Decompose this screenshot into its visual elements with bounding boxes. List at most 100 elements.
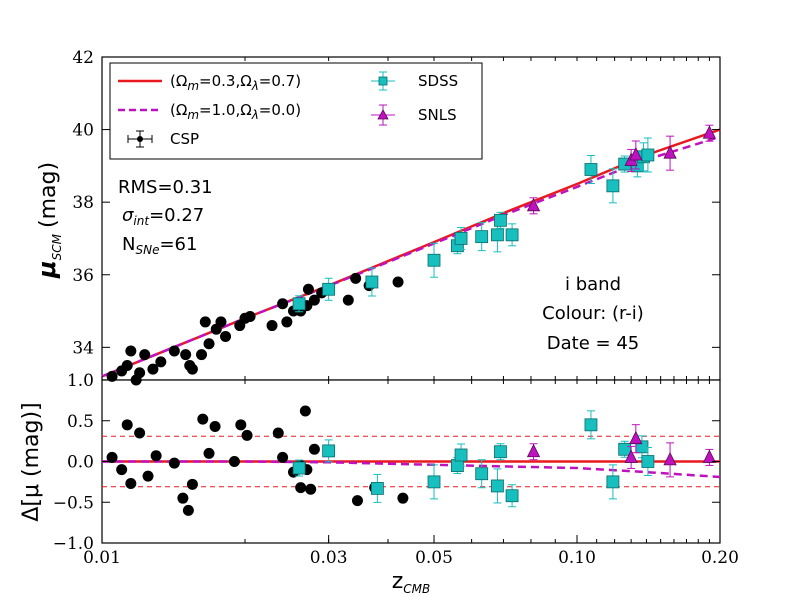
residual-sdss-point-3	[427, 464, 441, 500]
top-csp-point-35	[392, 276, 404, 288]
legend-label-csp: CSP	[170, 130, 199, 148]
top-snls-point-4	[702, 124, 717, 142]
residual-csp-point-17	[272, 427, 284, 439]
residual-csp-point-4	[134, 427, 146, 439]
residual-csp-point-16	[241, 429, 253, 441]
top-csp-point-15	[203, 338, 215, 350]
residual-csp-point-26	[351, 495, 363, 507]
residual-csp-point-3	[125, 478, 137, 490]
top-sdss-point-2	[365, 267, 379, 297]
top-csp-point-21	[244, 310, 256, 322]
top-snls-point-0	[526, 197, 541, 215]
residual-sdss-point-6	[475, 459, 489, 489]
top-sdss-point-8	[494, 211, 507, 229]
residual-csp-point-10	[186, 478, 198, 490]
y-tick-label: −1.0	[53, 534, 94, 554]
top-csp-point-23	[277, 298, 289, 310]
residual-csp-point-0	[106, 451, 118, 463]
top-csp-point-22	[266, 320, 278, 332]
top-sdss-point-10	[584, 155, 598, 185]
legend-label-eds: (Ωm=1.0,Ωλ=0.0)	[170, 101, 301, 122]
y-tick-label: 40	[72, 121, 94, 141]
x-axis-ticks: 0.01 0.03 0.05 0.10 0.20	[83, 57, 739, 568]
y-tick-label: 34	[72, 338, 94, 358]
bottom-plot-area	[102, 405, 721, 516]
top-csp-point-28	[302, 283, 314, 295]
legend-label-sdss: SDSS	[418, 72, 458, 90]
residual-sdss-point-10	[584, 410, 598, 440]
residual-csp-point-9	[182, 504, 194, 516]
top-csp-point-5	[134, 367, 146, 379]
y-tick-label: 42	[72, 48, 94, 68]
residual-csp-point-14	[228, 456, 240, 467]
top-csp-point-2	[121, 359, 133, 371]
sigma-int-text: σint=0.27	[122, 205, 204, 228]
residual-csp-point-15	[235, 419, 247, 431]
residual-snls-point-0	[526, 443, 541, 461]
residual-sdss-point-5	[454, 443, 468, 467]
top-plot-area	[101, 124, 721, 386]
residual-sdss-point-2	[371, 473, 384, 503]
top-csp-point-9	[168, 345, 180, 357]
top-csp-point-3	[125, 345, 137, 357]
residual-csp-point-21	[299, 405, 311, 417]
top-csp-point-18	[220, 330, 232, 342]
annotation-colour: Colour: (r-i)	[542, 303, 644, 324]
residual-sdss-point-9	[505, 484, 519, 508]
y-tick-label: −0.5	[53, 493, 94, 513]
x-axis-label: zCMB	[392, 569, 431, 596]
top-csp-point-14	[199, 316, 211, 328]
residual-csp-point-12	[203, 447, 215, 459]
bottom-y-axis-ticks: −1.0 −0.5 0.0 0.5 1.0	[53, 371, 720, 554]
top-sdss-point-15	[641, 137, 655, 173]
residual-sdss-point-8	[494, 443, 507, 461]
top-sdss-point-11	[606, 168, 620, 204]
x-tick-label: 0.10	[558, 548, 596, 568]
x-tick-label: 0.01	[83, 548, 121, 568]
legend: (Ωm=0.3,Ωλ=0.7) (Ωm=1.0,Ωλ=0.0) CSP SDSS	[109, 62, 483, 160]
y-tick-label: 0.5	[67, 412, 94, 432]
residual-csp-point-8	[177, 492, 189, 504]
y-tick-label: 1.0	[67, 371, 94, 391]
top-csp-point-10	[180, 349, 192, 361]
model-line-eds	[102, 460, 721, 479]
top-sdss-point-3	[427, 242, 441, 278]
legend-marker-sdss	[371, 71, 395, 91]
annotation-band: i band	[565, 274, 621, 295]
legend-marker-csp	[127, 130, 153, 148]
residual-csp-point-11	[197, 413, 209, 425]
top-csp-point-6	[139, 349, 151, 361]
residual-sdss-point-7	[491, 468, 504, 504]
legend-label-lcdm: (Ωm=0.3,Ωλ=0.7)	[170, 72, 301, 93]
n-sne-text: NSNe=61	[122, 234, 197, 257]
residual-sdss-point-14	[641, 447, 655, 476]
y-tick-label: 0.0	[67, 453, 94, 473]
top-csp-point-12	[186, 363, 198, 375]
residual-csp-point-6	[150, 450, 162, 462]
residual-csp-point-28	[397, 492, 409, 504]
rms-text: RMS=0.31	[118, 177, 213, 198]
x-tick-label: 0.03	[310, 548, 348, 568]
residual-snls-point-3	[663, 442, 677, 478]
legend-label-snls: SNLS	[418, 106, 457, 124]
y-tick-label: 38	[72, 193, 94, 213]
top-csp-point-0	[106, 370, 118, 382]
top-sdss-point-9	[505, 223, 519, 247]
residual-csp-point-5	[142, 470, 154, 482]
top-y-axis-label: μSCM(mag)	[33, 162, 64, 279]
top-csp-point-32	[342, 294, 354, 306]
residual-csp-point-13	[209, 420, 221, 432]
annotation-date: Date = 45	[547, 333, 639, 354]
residual-csp-point-1	[116, 464, 128, 476]
residual-csp-point-24	[295, 482, 307, 494]
residual-sdss-point-11	[606, 464, 620, 500]
top-csp-point-7	[147, 363, 159, 375]
top-csp-point-17	[215, 316, 227, 328]
residual-snls-point-2	[629, 424, 643, 454]
top-sdss-point-6	[475, 222, 489, 252]
top-csp-point-33	[350, 272, 362, 284]
residual-csp-point-7	[168, 457, 180, 469]
residual-sdss-point-0	[292, 459, 306, 477]
top-sdss-point-5	[454, 226, 468, 250]
